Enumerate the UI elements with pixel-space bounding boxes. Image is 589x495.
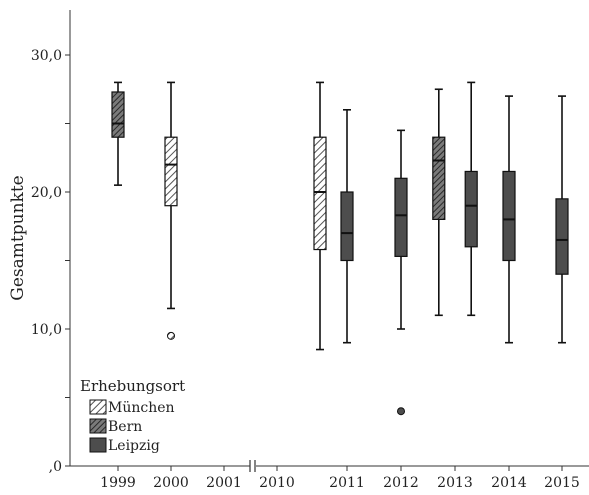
box-2012-leipzig xyxy=(394,129,408,416)
box-2015-leipzig xyxy=(555,95,569,344)
legend-title: Erhebungsort xyxy=(80,377,185,395)
x-tick-label: 2010 xyxy=(259,475,295,490)
legend-swatch xyxy=(89,437,107,453)
x-tick-label: 2000 xyxy=(153,475,189,490)
axes: ,0 10,0 20,0 30,0 1999 2000 2001 2010 2011 2012 20… xyxy=(8,10,589,491)
x-tick-label: 1999 xyxy=(100,475,136,490)
x-tick-label: 2001 xyxy=(206,475,242,490)
box-1999-bern xyxy=(111,81,125,186)
outlier-point xyxy=(167,331,175,340)
box-2013-leipzig xyxy=(464,81,478,317)
box-2011-leipzig xyxy=(340,109,354,344)
box-2000-münchen xyxy=(164,81,178,340)
x-tick-label: 2014 xyxy=(491,475,527,490)
legend-label: Bern xyxy=(108,419,142,435)
legend-swatch xyxy=(89,399,107,415)
x-tick-label: 2012 xyxy=(383,475,419,490)
x-tick-label: 2015 xyxy=(544,475,580,490)
legend-label: Leipzig xyxy=(108,438,160,454)
x-tick-label: 2013 xyxy=(437,475,473,490)
y-axis-title: Gesamtpunkte xyxy=(8,175,28,300)
legend-swatch xyxy=(89,418,107,434)
box-iqr xyxy=(164,136,178,207)
box-iqr xyxy=(394,177,408,257)
box-iqr xyxy=(464,170,478,248)
y-tick-label: ,0 xyxy=(49,459,62,475)
box-iqr xyxy=(555,198,569,275)
box-iqr xyxy=(340,191,354,262)
box-2013-bern xyxy=(432,88,446,317)
box-2014-leipzig xyxy=(502,95,516,344)
y-tick-label: 20,0 xyxy=(31,185,62,201)
outlier-point xyxy=(397,407,405,416)
y-tick-label: 30,0 xyxy=(31,48,62,64)
box-iqr xyxy=(432,136,446,220)
y-tick-label: 10,0 xyxy=(31,322,62,338)
legend: Erhebungsort München Bern Leipzig xyxy=(80,377,185,454)
plot-area xyxy=(111,81,569,416)
box-iqr xyxy=(502,170,516,262)
x-tick-label: 2011 xyxy=(329,475,365,490)
box-2011-münchen xyxy=(313,81,327,351)
box-iqr xyxy=(313,136,327,251)
box-iqr xyxy=(111,91,125,138)
legend-label: München xyxy=(108,400,175,416)
